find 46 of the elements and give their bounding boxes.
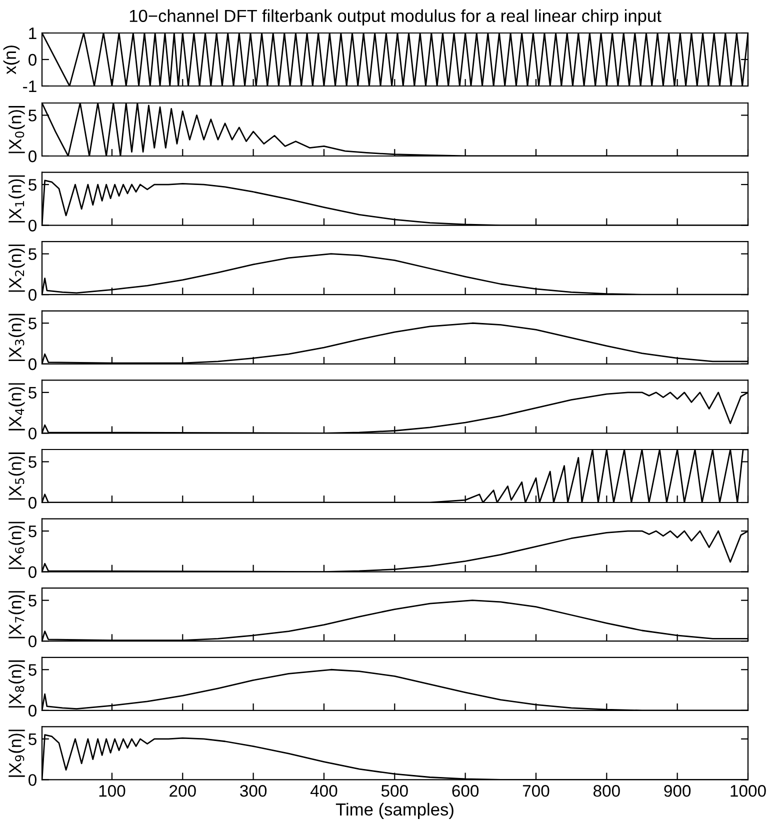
y-tick-label: 0 [28, 636, 36, 648]
x-tick-label: 100 [99, 785, 126, 797]
y-tick-label: 5 [28, 734, 36, 746]
y-axis-title: |X$_{2}$(n)| [8, 244, 25, 292]
x-tick-label: 600 [452, 785, 479, 797]
y-tick-label: 0 [28, 496, 36, 509]
y-tick-label: 0 [28, 289, 36, 301]
x-tick-label: 300 [240, 785, 267, 797]
x-tick-label: 900 [664, 785, 691, 797]
y-axis-title: |X$_{7}$(n)| [8, 591, 25, 638]
y-tick-label: 5 [28, 318, 36, 330]
x-tick-label: 200 [170, 785, 196, 797]
y-axis-title: |X$_{9}$(n)| [8, 730, 25, 777]
y-axis-title: |X$_{0}$(n)| [8, 106, 25, 154]
y-tick-label: 0 [28, 774, 36, 786]
y-tick-label: 0 [28, 428, 36, 440]
y-tick-label: 5 [28, 594, 36, 607]
y-tick-label: 5 [28, 456, 36, 468]
y-tick-label: 5 [28, 664, 36, 676]
y-axis-title: |X$_{5}$(n)| [8, 452, 25, 500]
y-tick-label: 1 [29, 28, 36, 40]
chart-title: 10−channel DFT filterbank output modulus for a real linear chirp input [130, 9, 662, 26]
x-axis-title: Time (samples) [336, 802, 454, 820]
y-tick-label: 0 [28, 358, 36, 370]
x-tick-label: 500 [381, 785, 408, 797]
y-axis-title: x(n) [3, 46, 20, 74]
y-axis-title: |X$_{8}$(n)| [8, 660, 25, 708]
x-tick-label: 800 [593, 785, 620, 797]
y-tick-label: 0 [28, 704, 36, 717]
y-axis-title: |X$_{4}$(n)| [8, 383, 25, 430]
y-tick-label: 5 [28, 179, 36, 191]
y-tick-label: 0 [28, 566, 36, 578]
y-axis-title: |X$_{3}$(n)| [8, 314, 25, 362]
y-tick-label: 5 [28, 387, 36, 399]
y-tick-label: 5 [28, 526, 36, 538]
y-tick-label: 5 [28, 110, 36, 122]
x-tick-label: 1000 [730, 785, 766, 797]
y-tick-label: -1 [23, 80, 36, 92]
y-tick-label: 0 [28, 220, 36, 232]
y-tick-label: 5 [28, 248, 36, 260]
y-axis-title: |X$_{1}$(n)| [8, 175, 25, 222]
y-axis-title: |X$_{6}$(n)| [8, 522, 25, 569]
x-tick-label: 700 [522, 785, 550, 797]
x-tick-label: 400 [310, 785, 338, 797]
y-tick-label: 0 [28, 150, 36, 162]
y-tick-label: 0 [28, 54, 36, 66]
